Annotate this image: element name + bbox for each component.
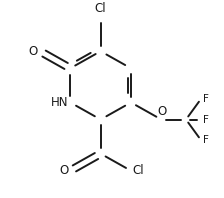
Text: HN: HN — [51, 96, 68, 109]
Text: F: F — [203, 114, 209, 125]
Text: Cl: Cl — [95, 2, 106, 15]
Text: F: F — [203, 94, 209, 104]
Text: Cl: Cl — [133, 164, 144, 177]
Text: O: O — [29, 45, 38, 58]
Text: O: O — [59, 164, 68, 177]
Text: F: F — [203, 135, 209, 145]
Text: O: O — [158, 105, 167, 118]
